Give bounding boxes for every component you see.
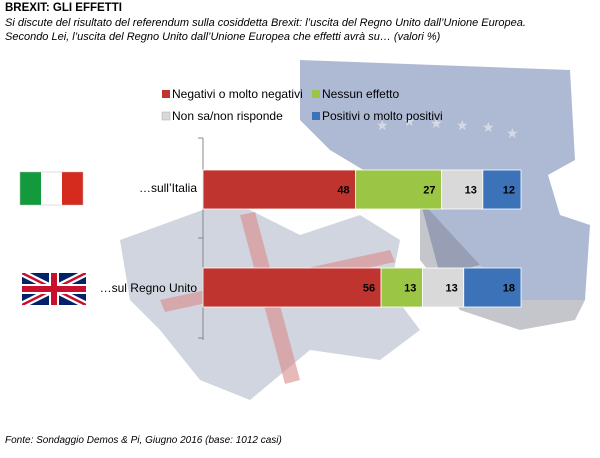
bar-italia-positivi <box>482 169 522 210</box>
bar-regno-unito-negativi <box>202 267 382 308</box>
italy-flag-icon <box>19 171 84 206</box>
svg-text:★: ★ <box>376 118 389 134</box>
category-label-regno-unito: …sul Regno Unito <box>100 281 198 295</box>
bar-row-regno-unito: 56 13 13 18 <box>202 267 522 308</box>
chart-title: BREXIT: GLI EFFETTI <box>5 2 122 14</box>
category-label-italia: …sull’Italia <box>139 181 197 195</box>
legend-swatch-non-sa <box>161 111 171 121</box>
legend-swatch-nessun <box>312 90 320 98</box>
bar-label-regno-unito-non-sa: 13 <box>446 283 458 295</box>
bar-label-italia-negativi: 48 <box>337 185 349 197</box>
bar-regno-unito-nessun <box>380 267 423 308</box>
legend: Negativi o molto negativi Nessun effetto… <box>161 87 443 123</box>
legend-label-negativi: Negativi o molto negativi <box>172 87 303 101</box>
bar-label-italia-nessun: 27 <box>423 185 435 197</box>
subtitle-line-2: Secondo Lei, l’uscita del Regno Unito da… <box>5 31 441 43</box>
svg-text:★: ★ <box>456 118 469 134</box>
chart-subtitle: Si discute del risultato del referendum … <box>5 16 595 44</box>
legend-swatch-negativi <box>162 90 170 98</box>
bar-label-regno-unito-nessun: 13 <box>404 283 416 295</box>
eu-stars: ★ ★ ★ ★ ★ ★ <box>376 114 519 142</box>
bar-label-italia-non-sa: 13 <box>465 185 477 197</box>
bar-label-italia-positivi: 12 <box>503 185 515 197</box>
bar-label-regno-unito-negativi: 56 <box>363 283 375 295</box>
subtitle-line-1: Si discute del risultato del referendum … <box>5 17 526 29</box>
bar-regno-unito-positivi <box>463 267 522 308</box>
legend-label-non-sa: Non sa/non risponde <box>172 109 283 123</box>
bar-italia-nessun <box>355 169 442 210</box>
svg-text:★: ★ <box>430 116 443 132</box>
source-note: Fonte: Sondaggio Demos & Pi, Giugno 2016… <box>5 435 282 446</box>
legend-label-positivi: Positivi o molto positivi <box>322 109 443 123</box>
svg-text:★: ★ <box>482 120 495 136</box>
uk-flag-icon <box>22 273 86 305</box>
bar-italia-negativi <box>202 169 357 210</box>
svg-text:★: ★ <box>506 126 519 142</box>
legend-swatch-positivi <box>312 112 320 120</box>
svg-text:★: ★ <box>403 114 416 130</box>
bar-label-regno-unito-positivi: 18 <box>503 283 515 295</box>
legend-label-nessun: Nessun effetto <box>322 87 399 101</box>
bar-row-italia: 48 27 13 12 <box>202 169 522 210</box>
